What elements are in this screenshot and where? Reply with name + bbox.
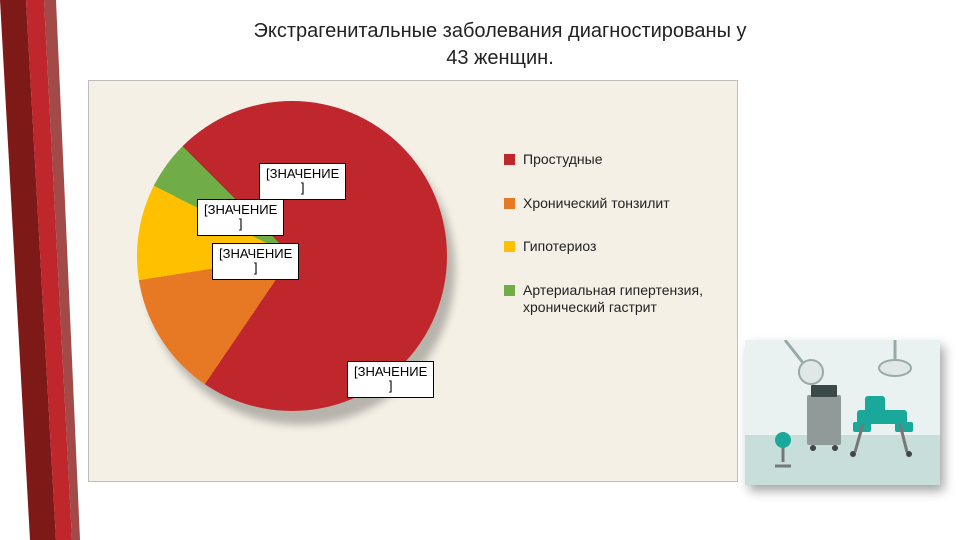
legend-item: Хронический тонзилит [504,195,724,213]
legend-swatch [504,285,515,296]
chart-panel: [ЗНАЧЕНИЕ][ЗНАЧЕНИЕ][ЗНАЧЕНИЕ][ЗНАЧЕНИЕ]… [88,80,738,482]
title-line-2: 43 женщин. [180,45,820,72]
legend-label: Артериальная гипертензия, хронический га… [523,282,724,317]
legend-label: Хронический тонзилит [523,195,670,213]
data-label: [ЗНАЧЕНИЕ] [259,163,346,200]
pie-chart: [ЗНАЧЕНИЕ][ЗНАЧЕНИЕ][ЗНАЧЕНИЕ][ЗНАЧЕНИЕ] [137,101,447,411]
legend-label: Гипотериоз [523,238,596,256]
legend-item: Гипотериоз [504,238,724,256]
data-label: [ЗНАЧЕНИЕ] [197,199,284,236]
legend-item: Артериальная гипертензия, хронический га… [504,282,724,317]
medical-room-photo [745,340,940,485]
page-title: Экстрагенитальные заболевания диагностир… [180,18,820,72]
legend-label: Простудные [523,151,603,169]
legend-swatch [504,198,515,209]
data-label: [ЗНАЧЕНИЕ] [347,361,434,398]
legend-swatch [504,241,515,252]
data-label: [ЗНАЧЕНИЕ] [212,243,299,280]
legend: Простудные Хронический тонзилит Гипотериоз… [504,151,724,343]
accent-bars [0,0,80,540]
slide: Экстрагенитальные заболевания диагностир… [0,0,960,540]
title-line-1: Экстрагенитальные заболевания диагностир… [180,18,820,45]
legend-item: Простудные [504,151,724,169]
legend-swatch [504,154,515,165]
